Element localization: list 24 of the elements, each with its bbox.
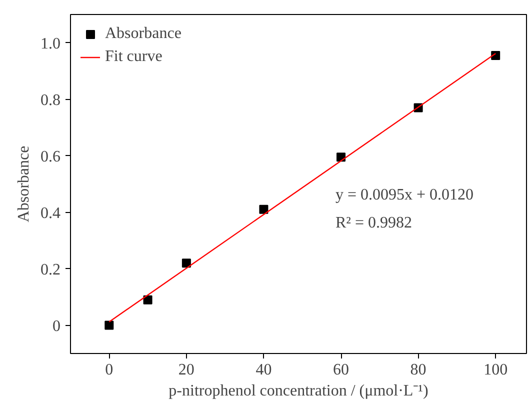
x-tick-label: 60 — [333, 362, 350, 378]
y-tick-label: 0.8 — [40, 92, 60, 109]
x-tick-label: 100 — [484, 362, 508, 378]
annotation: y = 0.0095x + 0.0120 — [336, 186, 474, 204]
x-axis-title: p-nitrophenol concentration / (μmol·L⁻¹) — [168, 382, 428, 400]
legend-label: Fit curve — [105, 48, 162, 66]
point — [336, 152, 346, 162]
y-tick-label: 0.4 — [40, 204, 60, 222]
x-tick-label: 80 — [410, 362, 426, 378]
x-tick-label: 20 — [178, 362, 194, 378]
y-tick-label: 0 — [52, 318, 60, 335]
y-tick-label: 0.2 — [40, 261, 60, 278]
point — [259, 204, 268, 214]
y-tick-label: 0.6 — [40, 148, 60, 166]
x-tick-label: 40 — [256, 362, 272, 378]
annotation: R² = 0.9982 — [336, 214, 412, 232]
y-axis-title: Absorbance — [16, 146, 32, 222]
x-tick-label: 0 — [105, 362, 114, 378]
point — [143, 295, 152, 304]
legend-label: Absorbance — [105, 25, 182, 43]
y-tick-label: 1.0 — [40, 35, 60, 52]
point — [491, 50, 500, 60]
point — [104, 320, 114, 330]
point — [182, 258, 191, 268]
